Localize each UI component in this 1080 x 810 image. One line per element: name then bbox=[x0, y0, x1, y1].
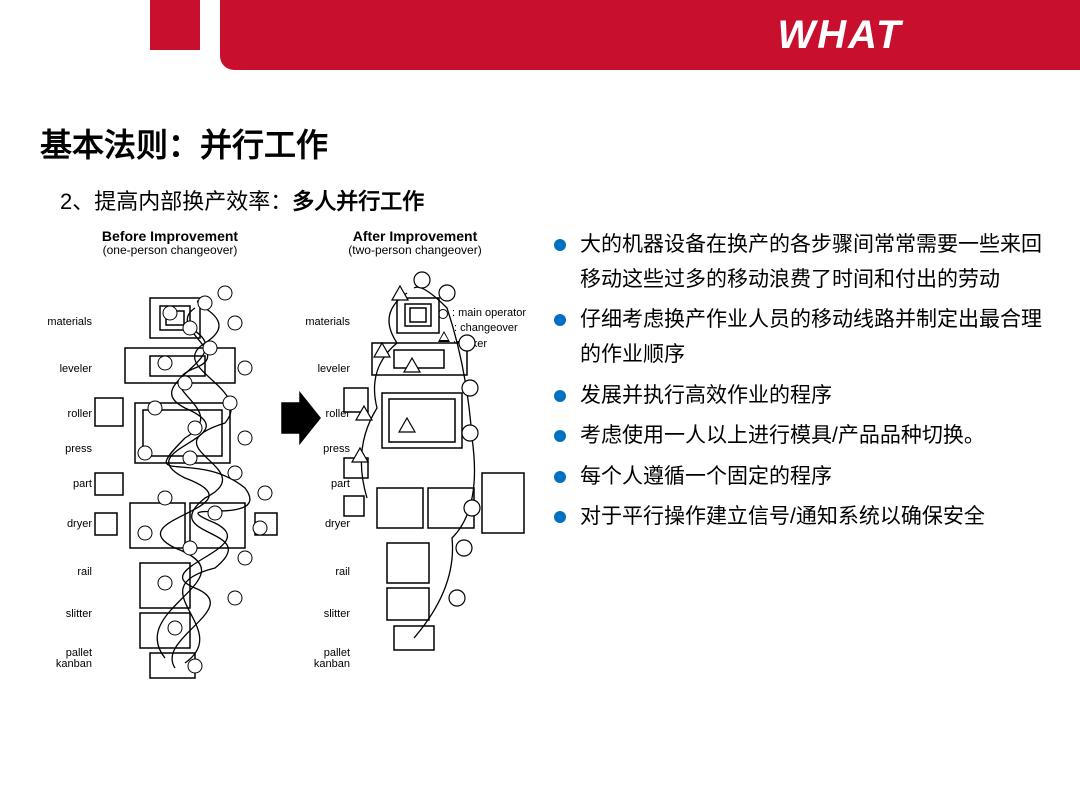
svg-text:2: 2 bbox=[398, 291, 403, 300]
header-title: WHAT bbox=[778, 13, 903, 58]
header-accent-box bbox=[150, 0, 200, 50]
svg-text:4: 4 bbox=[163, 579, 167, 588]
svg-text:13: 13 bbox=[186, 454, 194, 463]
svg-text:8: 8 bbox=[258, 524, 262, 533]
changeover-diagram: Before Improvement (one-person changeove… bbox=[40, 228, 530, 708]
bullet-item: 每个人遵循一个固定的程序 bbox=[550, 460, 1050, 495]
svg-text:11: 11 bbox=[261, 489, 269, 498]
svg-text:1: 1 bbox=[444, 288, 449, 298]
subtitle-num: 2、提高内部换产效率： bbox=[60, 189, 292, 214]
bullets-column: 大的机器设备在换产的各步骤间常常需要一些来回移动这些过多的移动浪费了时间和付出的… bbox=[550, 228, 1050, 708]
page-title: 基本法则：并行工作 bbox=[40, 120, 1050, 166]
svg-text:15: 15 bbox=[241, 434, 249, 443]
svg-text:3: 3 bbox=[410, 363, 415, 372]
bullet-list: 大的机器设备在换产的各步骤间常常需要一些来回移动这些过多的移动浪费了时间和付出的… bbox=[550, 228, 1050, 535]
svg-text:3: 3 bbox=[233, 594, 237, 603]
diagram-column: Before Improvement (one-person changeove… bbox=[40, 228, 530, 708]
bullet-item: 考虑使用一人以上进行模具/产品品种切换。 bbox=[550, 419, 1050, 454]
svg-text:26: 26 bbox=[201, 299, 209, 308]
svg-text:2: 2 bbox=[419, 275, 424, 285]
svg-text:4: 4 bbox=[362, 411, 367, 420]
svg-text:21: 21 bbox=[161, 359, 169, 368]
svg-text:4: 4 bbox=[467, 428, 472, 438]
svg-text:27: 27 bbox=[221, 289, 229, 298]
header: WHAT bbox=[0, 0, 1080, 72]
subtitle: 2、提高内部换产效率：多人并行工作 bbox=[60, 184, 1050, 216]
bullet-item: 对于平行操作建立信号/通知系统以确保安全 bbox=[550, 500, 1050, 535]
svg-text:6: 6 bbox=[188, 544, 192, 553]
svg-text:9: 9 bbox=[213, 509, 217, 518]
svg-text:5: 5 bbox=[243, 554, 247, 563]
svg-text:7: 7 bbox=[469, 503, 474, 513]
svg-text:20: 20 bbox=[241, 364, 249, 373]
svg-text:23: 23 bbox=[186, 324, 194, 333]
svg-text:1: 1 bbox=[454, 593, 459, 603]
svg-text:7: 7 bbox=[143, 529, 147, 538]
diagram-svg: 1234567891011121314151617181920212223242… bbox=[40, 228, 530, 698]
svg-text:5: 5 bbox=[358, 453, 363, 462]
svg-text:18: 18 bbox=[226, 399, 234, 408]
content: 基本法则：并行工作 2、提高内部换产效率：多人并行工作 Before Impro… bbox=[40, 120, 1050, 770]
svg-text:12: 12 bbox=[231, 469, 239, 478]
svg-text:25: 25 bbox=[166, 309, 174, 318]
svg-text:2: 2 bbox=[173, 624, 177, 633]
svg-text:2: 2 bbox=[461, 543, 466, 553]
svg-text:4: 4 bbox=[405, 423, 410, 432]
bullet-item: 大的机器设备在换产的各步骤间常常需要一些来回移动这些过多的移动浪费了时间和付出的… bbox=[550, 228, 1050, 297]
svg-text:19: 19 bbox=[181, 379, 189, 388]
svg-text:10: 10 bbox=[161, 494, 169, 503]
svg-text:22: 22 bbox=[206, 344, 214, 353]
body-row: Before Improvement (one-person changeove… bbox=[40, 228, 1050, 708]
bullet-item: 仔细考虑换产作业人员的移动线路并制定出最合理的作业顺序 bbox=[550, 303, 1050, 372]
svg-text:1: 1 bbox=[193, 662, 197, 671]
svg-text:16: 16 bbox=[191, 424, 199, 433]
svg-text:24: 24 bbox=[231, 319, 239, 328]
svg-text:6: 6 bbox=[464, 338, 469, 348]
subtitle-bold: 多人并行工作 bbox=[292, 189, 424, 214]
svg-text:5: 5 bbox=[467, 383, 472, 393]
svg-text:3: 3 bbox=[380, 348, 385, 357]
bullet-item: 发展并执行高效作业的程序 bbox=[550, 379, 1050, 414]
svg-text:14: 14 bbox=[141, 449, 149, 458]
svg-text:17: 17 bbox=[151, 404, 159, 413]
header-bar: WHAT bbox=[220, 0, 1080, 70]
